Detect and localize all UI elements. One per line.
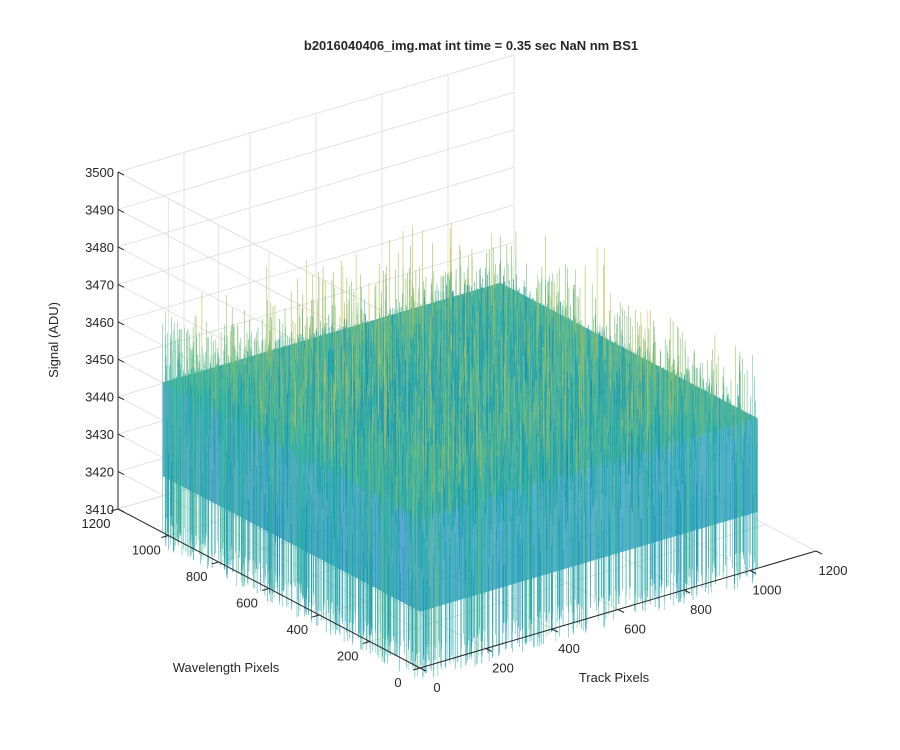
left-wall-grid-line <box>117 171 421 332</box>
back-wall-grid-line <box>117 166 515 285</box>
floor-grid-line <box>369 524 766 642</box>
back-wall-grid-line <box>117 204 515 323</box>
surface-data <box>162 222 758 679</box>
back-wall-grid-line <box>117 241 515 360</box>
back-wall-grid-line <box>117 54 515 173</box>
back-wall-grid-line <box>117 129 515 248</box>
back-wall-grid-line <box>117 92 515 210</box>
